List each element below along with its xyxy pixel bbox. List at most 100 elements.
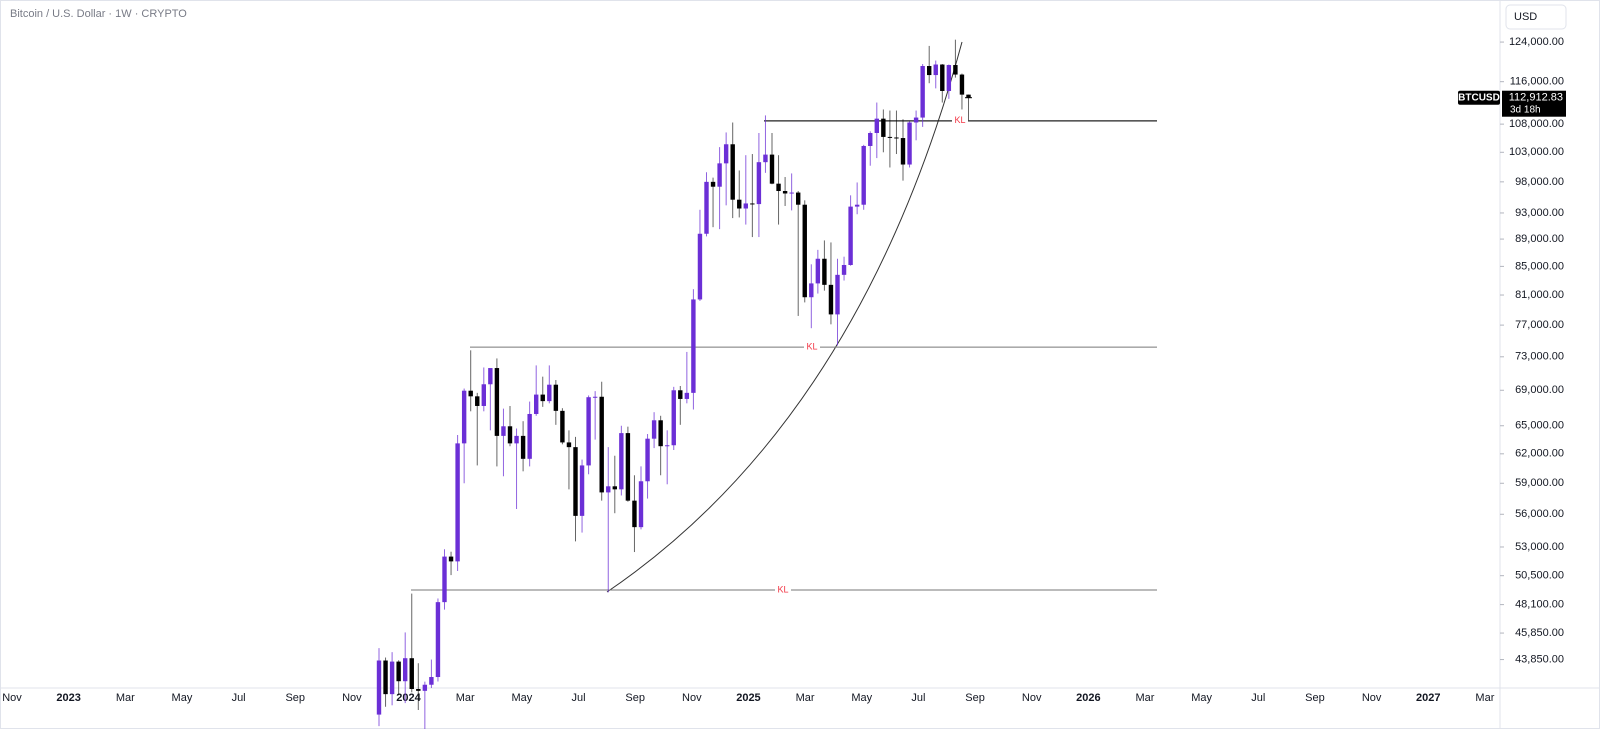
- candle-body: [429, 677, 434, 685]
- x-tick-label: Mar: [116, 692, 135, 704]
- x-tick-label: Sep: [965, 692, 985, 704]
- symbol-tag: [1458, 90, 1500, 105]
- candle-body: [946, 65, 952, 91]
- candle-body: [933, 64, 938, 76]
- x-tick-label: Jul: [232, 692, 246, 704]
- candle-body: [501, 426, 506, 436]
- x-tick-label: 2023: [56, 692, 80, 704]
- candle-body: [809, 283, 814, 298]
- y-tick-label: 124,000.00: [1509, 36, 1564, 48]
- y-tick-label: 116,000.00: [1510, 76, 1564, 88]
- currency-button[interactable]: [1505, 4, 1567, 30]
- y-tick-label: 62,000.00: [1515, 448, 1564, 460]
- price-label: 112,912.83: [1509, 92, 1563, 104]
- candle-body: [940, 64, 945, 91]
- price-tag: [1502, 90, 1566, 117]
- candle-body: [691, 299, 696, 393]
- symbol-label: BTCUSD: [1458, 92, 1500, 103]
- y-tick-label: 43,850.00: [1515, 653, 1564, 665]
- candle-body: [422, 684, 428, 691]
- candle-body: [547, 384, 552, 402]
- candle-body: [756, 162, 762, 205]
- candle-body: [606, 486, 611, 493]
- candle-body: [822, 258, 827, 285]
- candle-body: [612, 486, 617, 490]
- candle-body: [966, 94, 971, 98]
- candle-body: [861, 145, 866, 205]
- x-tick-label: Mar: [1136, 692, 1155, 704]
- x-tick-label: May: [851, 692, 872, 704]
- y-tick-label: 98,000.00: [1515, 176, 1564, 188]
- candle-body: [376, 660, 382, 715]
- key-level-label: KL: [954, 115, 965, 125]
- x-tick-label: Mar: [796, 692, 815, 704]
- x-tick-label: 2026: [1076, 692, 1100, 704]
- y-tick-label: 65,000.00: [1515, 420, 1564, 432]
- candle-body: [920, 66, 925, 118]
- y-tick-label: 103,000.00: [1509, 146, 1564, 158]
- candle-body: [907, 122, 912, 165]
- candle-body: [435, 602, 441, 678]
- candle-body: [442, 556, 447, 603]
- key-level-label-bg: [804, 342, 820, 353]
- candle-body: [848, 206, 853, 265]
- candle-body: [776, 183, 781, 192]
- candle-body: [894, 137, 899, 139]
- countdown-label: 3d 18h: [1510, 104, 1541, 115]
- y-tick-label: 77,000.00: [1515, 319, 1564, 331]
- x-tick-label: Nov: [2, 692, 22, 704]
- candle-body: [586, 397, 591, 466]
- candle-body: [409, 658, 414, 689]
- candle-body: [841, 264, 847, 275]
- candle-body: [697, 233, 703, 300]
- candle-body: [789, 192, 794, 194]
- y-tick-label: 108,000.00: [1509, 118, 1564, 130]
- candle-body: [488, 368, 493, 385]
- candle-body: [710, 181, 716, 187]
- candle-body: [717, 163, 722, 187]
- candle-body: [769, 154, 775, 184]
- candle-body: [763, 154, 768, 163]
- x-tick-label: Nov: [682, 692, 702, 704]
- candle-body: [475, 396, 480, 406]
- candle-body: [403, 658, 408, 682]
- candle-body: [540, 394, 545, 402]
- x-tick-label: Jul: [1251, 692, 1265, 704]
- candle-body: [854, 204, 860, 207]
- key-level-label-bg: [952, 115, 968, 126]
- candle-body: [619, 433, 624, 490]
- y-tick-label: 69,000.00: [1515, 384, 1564, 396]
- candle-body: [750, 203, 755, 205]
- candle-body: [592, 396, 598, 398]
- candle-body: [665, 445, 670, 447]
- candle-body: [913, 117, 919, 123]
- y-tick-label: 89,000.00: [1515, 233, 1564, 245]
- candle-body: [868, 132, 873, 146]
- x-tick-label: Sep: [285, 692, 305, 704]
- key-level-label: KL: [806, 341, 817, 351]
- currency-label[interactable]: USD: [1514, 11, 1537, 23]
- candle-body: [730, 144, 735, 200]
- candle-body: [514, 435, 519, 444]
- candle-body: [566, 442, 572, 448]
- x-tick-label: Mar: [456, 692, 475, 704]
- candle-body: [553, 384, 559, 411]
- candle-body: [638, 481, 644, 528]
- x-tick-label: 2025: [736, 692, 760, 704]
- x-tick-label: May: [1191, 692, 1212, 704]
- y-tick-label: 53,000.00: [1515, 541, 1564, 553]
- candle-body: [782, 191, 788, 194]
- candle-body: [625, 433, 631, 501]
- y-tick-label: 48,100.00: [1515, 599, 1564, 611]
- candle-body: [959, 74, 965, 95]
- candle-body: [599, 396, 604, 493]
- candle-body: [927, 66, 932, 76]
- candle-body: [704, 181, 709, 234]
- candle-body: [448, 556, 454, 562]
- x-tick-label: May: [511, 692, 532, 704]
- candle-body: [389, 661, 395, 695]
- candle-body: [396, 661, 401, 682]
- candle-body: [645, 438, 650, 482]
- candle-body: [835, 274, 840, 315]
